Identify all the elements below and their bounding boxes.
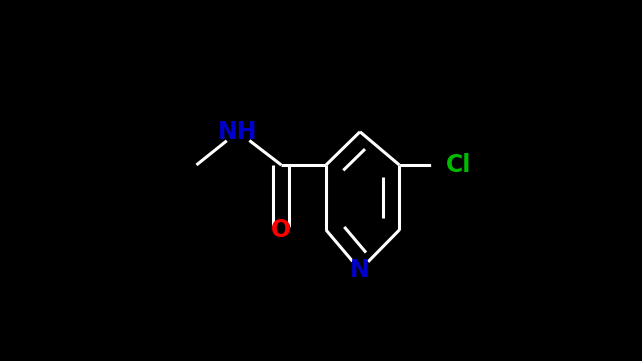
Circle shape xyxy=(272,221,290,239)
Text: N: N xyxy=(350,258,370,282)
Text: NH: NH xyxy=(218,120,257,144)
Circle shape xyxy=(432,151,459,179)
Circle shape xyxy=(349,259,371,281)
Text: Cl: Cl xyxy=(446,153,471,177)
Circle shape xyxy=(224,118,252,145)
Text: O: O xyxy=(271,218,291,242)
